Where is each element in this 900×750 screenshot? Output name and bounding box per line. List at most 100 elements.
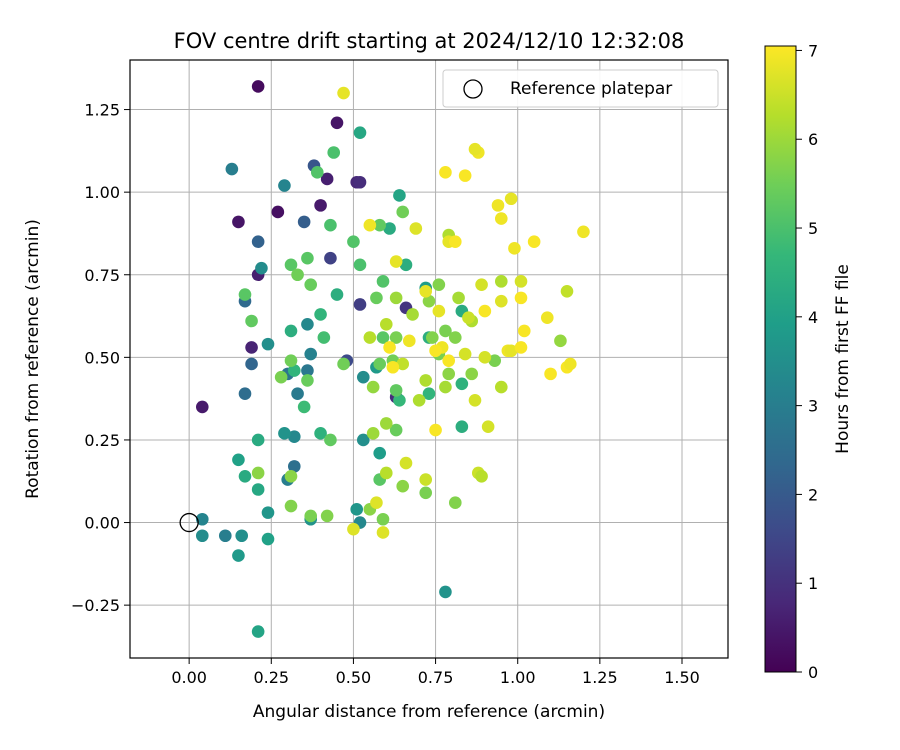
scatter-point <box>419 284 433 298</box>
y-tick-label: −0.25 <box>71 596 120 615</box>
y-tick-label: 1.00 <box>84 183 120 202</box>
scatter-point <box>514 275 528 288</box>
scatter-point <box>514 291 528 305</box>
colorbar-tick-label: 2 <box>808 485 818 504</box>
scatter-point <box>238 288 252 301</box>
scatter-point <box>468 393 482 407</box>
colorbar-tick-label: 6 <box>808 130 818 149</box>
scatter-point <box>376 512 390 526</box>
scatter-point <box>527 235 541 249</box>
scatter-point <box>291 387 304 400</box>
y-tick-label: 0.50 <box>84 348 120 367</box>
scatter-point <box>448 496 462 510</box>
scatter-point <box>488 354 502 367</box>
scatter-point <box>458 169 472 182</box>
scatter-point <box>481 420 495 434</box>
scatter-point <box>324 433 337 447</box>
scatter-point <box>399 456 413 470</box>
scatter-point <box>389 331 403 344</box>
colorbar-tick-label: 4 <box>808 308 818 327</box>
scatter-point <box>429 423 442 437</box>
scatter-point <box>425 331 439 344</box>
scatter-point <box>350 503 364 516</box>
scatter-point <box>195 529 209 543</box>
scatter-point <box>238 387 252 400</box>
scatter-point <box>379 318 393 331</box>
scatter-point <box>353 258 367 272</box>
scatter-point <box>310 166 324 179</box>
scatter-point <box>373 357 387 371</box>
scatter-point <box>251 466 265 480</box>
scatter-point <box>251 483 265 496</box>
scatter-point <box>287 430 301 443</box>
scatter-point <box>245 357 258 371</box>
scatter-point <box>389 291 403 305</box>
scatter-point <box>195 512 209 526</box>
y-tick-label: 1.25 <box>84 101 120 120</box>
scatter-point <box>314 427 327 440</box>
scatter-point <box>455 420 469 434</box>
scatter-point <box>337 357 350 371</box>
scatter-point <box>439 380 452 394</box>
scatter-point <box>251 80 265 93</box>
scatter-point <box>514 341 528 354</box>
scatter-point <box>376 526 390 539</box>
scatter-point <box>399 258 413 272</box>
scatter-point <box>235 529 249 543</box>
scatter-point <box>389 423 403 437</box>
scatter-point <box>419 486 433 500</box>
scatter-point <box>379 466 393 480</box>
scatter-point <box>370 496 383 510</box>
scatter-point <box>278 179 291 192</box>
x-tick-label: 0.50 <box>336 668 372 687</box>
scatter-point <box>409 222 423 235</box>
colorbar-tick-label: 3 <box>808 397 818 416</box>
colorbar: 0 1 2 3 4 5 6 7 Hours from first FF file <box>764 41 853 682</box>
scatter-point <box>458 347 472 361</box>
scatter-point <box>304 278 318 291</box>
scatter-point <box>324 251 337 265</box>
x-tick-label: 1.25 <box>582 668 618 687</box>
scatter-point <box>508 242 521 255</box>
y-tick-label: 0.00 <box>84 514 120 533</box>
y-axis-ticks: −0.25 0.00 0.25 0.50 0.75 1.00 1.25 <box>71 101 130 615</box>
scatter-point <box>330 288 344 301</box>
scatter-point <box>379 417 393 430</box>
scatter-point <box>422 387 436 400</box>
scatter-point <box>419 374 433 387</box>
scatter-point <box>439 324 452 338</box>
grid-lines <box>130 60 728 658</box>
x-tick-label: 0.00 <box>171 668 207 687</box>
scatter-point <box>284 499 298 513</box>
plot-frame <box>129 59 729 659</box>
scatter-point <box>448 331 462 344</box>
x-tick-label: 1.00 <box>500 668 536 687</box>
scatter-point <box>261 337 275 351</box>
scatter-point <box>291 268 304 282</box>
scatter-point <box>494 212 508 225</box>
scatter-point <box>478 304 492 318</box>
x-axis-ticks: 0.00 0.25 0.50 0.75 1.00 1.25 1.50 <box>171 658 700 687</box>
scatter-point <box>195 400 209 414</box>
scatter-point <box>327 146 341 159</box>
scatter-point <box>261 532 275 546</box>
scatter-point <box>304 509 318 523</box>
scatter-point <box>304 347 318 361</box>
scatter-point <box>540 311 554 325</box>
legend-box <box>442 69 719 108</box>
scatter-point <box>330 116 344 130</box>
colorbar-tick-label: 1 <box>808 574 818 593</box>
scatter-point <box>278 427 291 440</box>
scatter-point <box>494 380 508 394</box>
scatter-point <box>554 334 567 348</box>
scatter-point <box>317 331 331 344</box>
reference-platepar-marker <box>179 512 199 533</box>
scatter-point <box>245 314 258 328</box>
scatter-point <box>373 446 387 460</box>
scatter-point <box>393 189 406 202</box>
scatter-point <box>320 172 334 186</box>
scatter-point <box>475 469 488 483</box>
scatter-point <box>297 400 311 414</box>
scatter-point <box>356 370 370 384</box>
scatter-point <box>577 225 590 239</box>
